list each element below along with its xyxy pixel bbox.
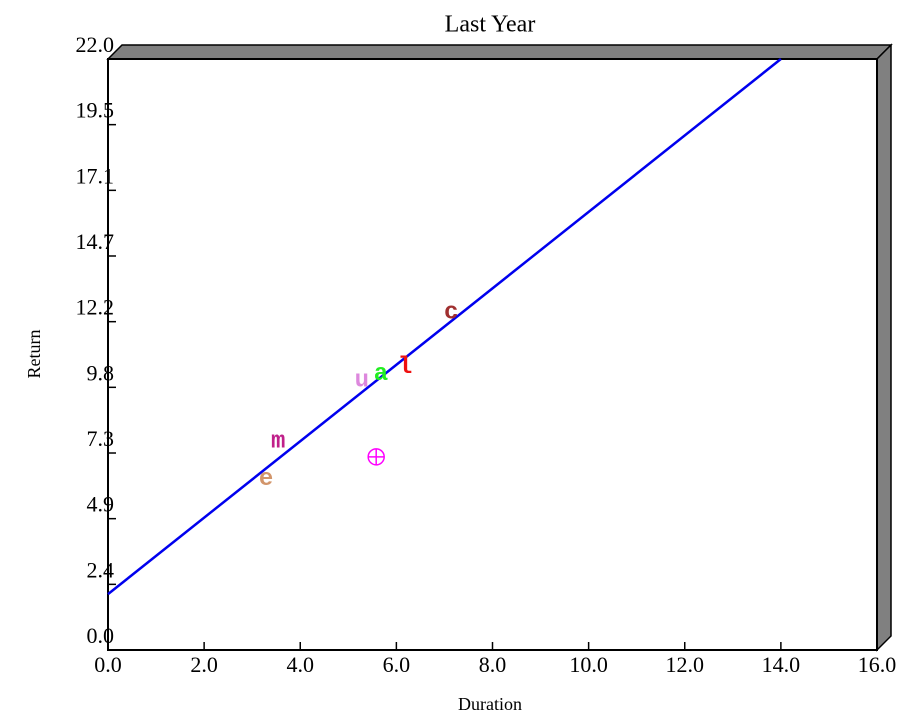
- y-tick-label: 7.3: [87, 426, 115, 451]
- y-tick-label: 12.2: [76, 295, 115, 320]
- point-marker: c: [444, 299, 458, 326]
- y-tick-label: 14.7: [76, 229, 115, 254]
- x-axis-title: Duration: [458, 694, 522, 714]
- x-tick-label: 6.0: [383, 652, 411, 677]
- frame-top: [106, 44, 893, 60]
- chart-title: Last Year: [445, 12, 536, 38]
- x-tick-label: 12.0: [666, 652, 705, 677]
- point-marker: e: [259, 466, 273, 493]
- fit-line: [107, 58, 782, 596]
- x-tick-label: 10.0: [569, 652, 608, 677]
- point-marker: m: [271, 428, 285, 455]
- plot-area: [107, 58, 878, 651]
- x-tick-label: 0.0: [94, 652, 122, 677]
- y-tick-label: 9.8: [87, 360, 115, 385]
- y-tick-label: 22.0: [76, 32, 115, 57]
- point-marker: u: [355, 367, 369, 394]
- y-tick-label: 4.9: [87, 492, 115, 517]
- x-tick-label: 8.0: [479, 652, 507, 677]
- y-axis-title: Return: [24, 330, 44, 379]
- y-tick-label: 17.1: [76, 163, 115, 188]
- frame-side: [876, 43, 892, 652]
- mean-marker: [367, 448, 385, 466]
- x-tick-label: 4.0: [287, 652, 315, 677]
- y-tick-label: 19.5: [76, 98, 115, 123]
- x-tick-label: 14.0: [762, 652, 801, 677]
- point-marker: l: [398, 354, 412, 381]
- y-tick-label: 2.4: [87, 557, 115, 582]
- x-tick-label: 16.0: [858, 652, 897, 677]
- point-marker: a: [374, 361, 388, 388]
- y-tick-label: 0.0: [87, 623, 115, 648]
- x-tick-label: 2.0: [190, 652, 218, 677]
